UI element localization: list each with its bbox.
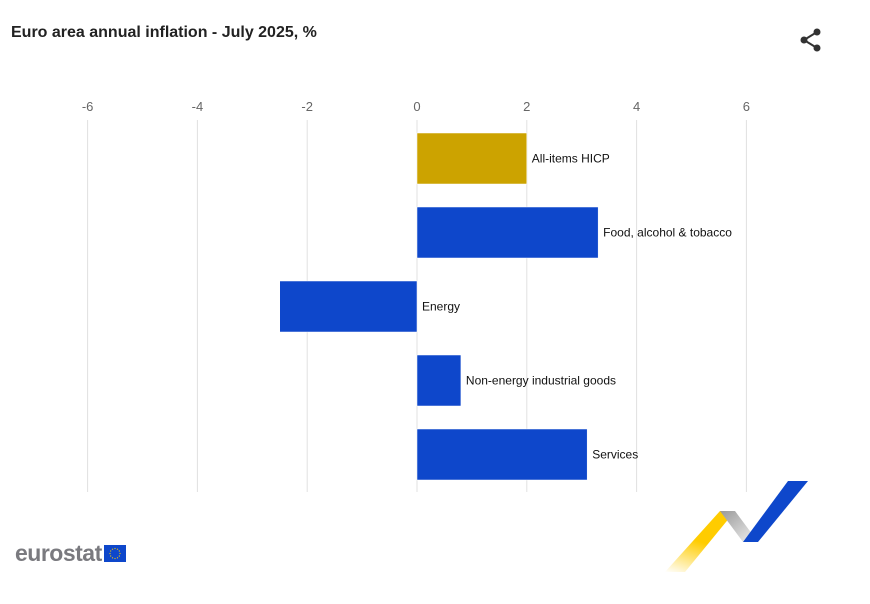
x-tick-label: 2 [523, 99, 530, 114]
x-tick-label: 4 [633, 99, 640, 114]
logo-text: eurostat [15, 540, 102, 566]
x-tick-label: 6 [743, 99, 750, 114]
bar-label: Energy [422, 300, 460, 314]
chart-title: Euro area annual inflation - July 2025, … [11, 24, 317, 41]
bar-label: Food, alcohol & tobacco [603, 226, 732, 240]
x-tick-label: -2 [301, 99, 313, 114]
bar [416, 132, 528, 185]
brand-ribbon-graphic [665, 481, 808, 572]
bar-label: Non-energy industrial goods [466, 374, 616, 388]
bar [416, 428, 588, 481]
eu-flag-icon [103, 545, 126, 562]
bar [416, 206, 599, 259]
bar [279, 280, 418, 333]
x-tick-label: -4 [192, 99, 204, 114]
eurostat-logo: eurostat [15, 540, 126, 567]
bar-label: Services [592, 448, 638, 462]
bar [416, 354, 462, 407]
x-tick-label: -6 [82, 99, 94, 114]
bar-label: All-items HICP [532, 152, 610, 166]
x-tick-label: 0 [413, 99, 420, 114]
share-icon[interactable] [798, 27, 824, 53]
